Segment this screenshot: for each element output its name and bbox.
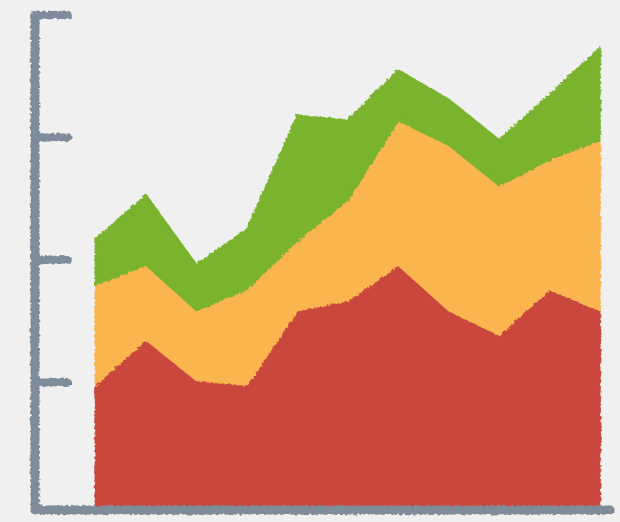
chart bbox=[0, 0, 620, 522]
